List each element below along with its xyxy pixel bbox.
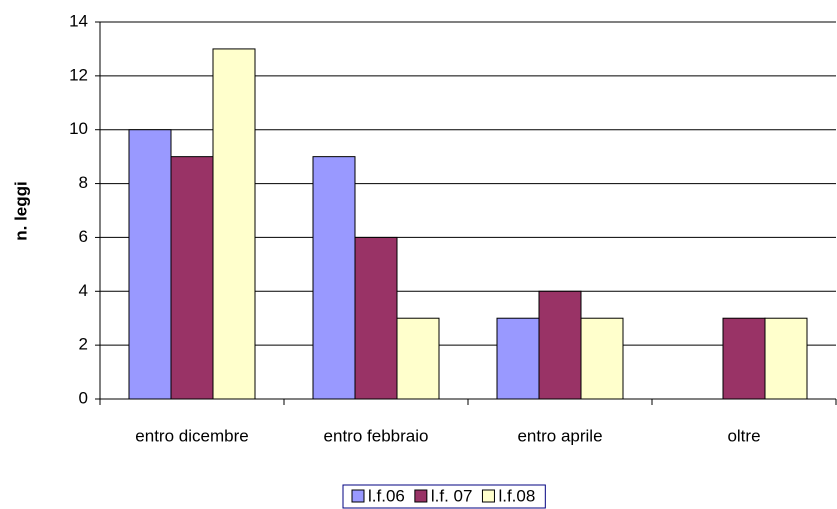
bar <box>580 317 624 400</box>
bar <box>212 48 256 400</box>
y-axis-label: n. leggi <box>11 181 30 241</box>
y-tick-label: 8 <box>79 173 88 192</box>
x-tick-label: oltre <box>727 426 760 445</box>
y-tick-label: 2 <box>79 335 88 354</box>
x-tick-label: entro febbraio <box>324 426 429 445</box>
y-tick-label: 4 <box>79 281 88 300</box>
bar <box>396 317 440 400</box>
x-tick-label: entro dicembre <box>135 426 248 445</box>
bar <box>312 156 356 400</box>
legend-swatch <box>414 489 428 503</box>
y-tick-label: 12 <box>69 65 88 84</box>
bar <box>538 290 582 400</box>
legend-label: l.f.08 <box>498 486 535 505</box>
x-tick-label: entro aprile <box>517 426 602 445</box>
legend-swatch <box>481 489 495 503</box>
bar <box>764 317 808 400</box>
bar <box>496 317 540 400</box>
y-tick-label: 6 <box>79 227 88 246</box>
legend-label: l.f. 07 <box>431 486 473 505</box>
y-tick-label: 10 <box>69 119 88 138</box>
legend-swatch <box>351 489 365 503</box>
legend-label: l.f.06 <box>368 486 405 505</box>
bar <box>354 236 398 400</box>
y-tick-label: 14 <box>69 11 88 30</box>
bar <box>128 129 172 400</box>
bar <box>170 156 214 400</box>
legend: l.f.06 l.f. 07 l.f.08 <box>342 484 546 509</box>
y-tick-label: 0 <box>79 388 88 407</box>
bar <box>722 317 766 400</box>
